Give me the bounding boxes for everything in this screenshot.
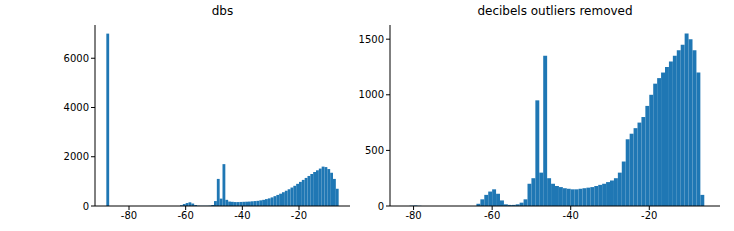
svg-text:-80: -80: [405, 210, 421, 221]
svg-text:6000: 6000: [64, 53, 89, 64]
svg-text:4000: 4000: [64, 102, 89, 113]
svg-text:0: 0: [83, 201, 89, 212]
svg-text:-60: -60: [177, 210, 193, 221]
svg-text:-20: -20: [641, 210, 657, 221]
svg-text:-40: -40: [234, 210, 250, 221]
svg-text:1000: 1000: [359, 89, 384, 100]
html-text:dbs: dbs: [211, 4, 234, 18]
svg-text:2000: 2000: [64, 151, 89, 162]
svg-text:-60: -60: [484, 210, 500, 221]
svg-text:-20: -20: [291, 210, 307, 221]
svg-text:-40: -40: [563, 210, 579, 221]
svg-text:500: 500: [365, 145, 384, 156]
svg-text:0: 0: [378, 201, 384, 212]
svg-text:1500: 1500: [359, 34, 384, 45]
html-text:decibels outliers removed: decibels outliers removed: [477, 4, 633, 18]
svg-text:-80: -80: [121, 210, 137, 221]
